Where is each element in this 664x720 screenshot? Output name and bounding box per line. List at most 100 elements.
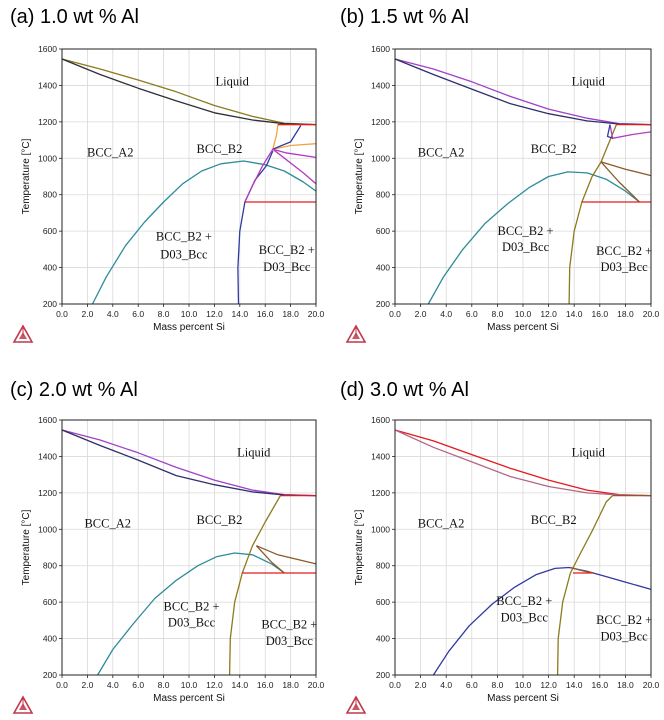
y-axis-label: Temperature [°C] xyxy=(21,509,32,585)
y-tick-label: 200 xyxy=(376,299,390,309)
logo-outer-triangle xyxy=(12,324,34,343)
phase-label: Liquid xyxy=(572,445,606,459)
panel-title-c: (c) 2.0 wt % Al xyxy=(10,379,138,401)
phase-label: BCC_B2 + xyxy=(596,244,652,258)
x-tick-label: 8.0 xyxy=(158,680,170,690)
phase-label: BCC_B2 xyxy=(531,513,577,527)
series-eutectoid-b xyxy=(600,161,640,203)
phase-label: Liquid xyxy=(237,445,271,459)
x-tick-label: 16.0 xyxy=(257,309,274,319)
series-solidus xyxy=(61,429,317,497)
phase-label: D03_Bcc xyxy=(501,610,549,624)
x-tick-label: 8.0 xyxy=(158,309,170,319)
phase-label: BCC_B2 + xyxy=(496,594,552,608)
x-tick-label: 18.0 xyxy=(617,309,634,319)
logo-outer-triangle xyxy=(345,695,367,714)
x-tick-label: 14.0 xyxy=(566,680,583,690)
x-tick-label: 10.0 xyxy=(515,309,532,319)
y-tick-label: 1000 xyxy=(371,153,390,163)
x-tick-label: 0.0 xyxy=(56,680,68,690)
phase-label: BCC_B2 + xyxy=(156,229,212,243)
x-tick-label: 20.0 xyxy=(308,680,325,690)
logo-outer-triangle xyxy=(345,324,367,343)
plot-d: 0.0 2.0 4.0 6.0 8.0 10.0 12.0 14.0 16.0 18.0 20.0 2… xyxy=(345,415,660,714)
x-tick-label: 12.0 xyxy=(540,680,557,690)
series-eutectoid-a xyxy=(272,148,317,185)
x-tick-label: 6.0 xyxy=(132,680,144,690)
y-tick-label: 1400 xyxy=(371,80,390,90)
x-tick-label: 10.0 xyxy=(181,680,198,690)
series-liquidus xyxy=(394,429,652,497)
panel-title-d: (d) 3.0 wt % Al xyxy=(340,379,469,401)
x-tick-label: 2.0 xyxy=(415,309,427,319)
series-eutectoid-b xyxy=(255,545,285,574)
x-tick-label: 14.0 xyxy=(566,309,583,319)
y-axis-label: Temperature [°C] xyxy=(21,138,32,214)
y-tick-label: 600 xyxy=(376,597,390,607)
series-liquidus xyxy=(394,58,652,126)
phase-label: BCC_B2 + xyxy=(261,618,317,632)
software-logo-icon xyxy=(345,695,367,714)
plot-frame xyxy=(394,48,652,305)
x-tick-label: 8.0 xyxy=(491,680,503,690)
plot-c: 0.0 2.0 4.0 6.0 8.0 10.0 12.0 14.0 16.0 18.0 20.0 2… xyxy=(12,415,325,714)
x-tick-label: 14.0 xyxy=(232,309,249,319)
series-liquidus xyxy=(61,58,317,126)
plot-frame xyxy=(61,48,317,305)
series-eutectoid-a xyxy=(600,161,652,177)
y-tick-label: 1600 xyxy=(38,44,57,54)
x-tick-label: 4.0 xyxy=(440,309,452,319)
y-tick-label: 400 xyxy=(43,263,57,273)
x-tick-label: 8.0 xyxy=(491,309,503,319)
x-tick-label: 20.0 xyxy=(643,680,660,690)
x-tick-label: 18.0 xyxy=(282,680,299,690)
phase-label: BCC_B2 + xyxy=(596,613,652,627)
x-tick-label: 16.0 xyxy=(592,309,609,319)
series-b2-a2-order xyxy=(432,566,652,676)
software-logo-icon xyxy=(12,324,34,343)
series-d03-boundary xyxy=(556,495,614,676)
phase-label: BCC_B2 xyxy=(197,142,243,156)
y-tick-label: 1400 xyxy=(38,451,57,461)
y-tick-label: 800 xyxy=(43,561,57,571)
y-tick-label: 1000 xyxy=(371,524,390,534)
series-b2-a2-order xyxy=(427,171,640,305)
y-tick-label: 800 xyxy=(376,190,390,200)
y-tick-label: 1600 xyxy=(38,415,57,425)
x-tick-label: 10.0 xyxy=(181,309,198,319)
series-d03-upper xyxy=(244,148,317,203)
x-tick-label: 12.0 xyxy=(540,309,557,319)
phase-label: BCC_B2 + xyxy=(498,224,554,238)
y-tick-label: 200 xyxy=(376,670,390,680)
y-tick-label: 600 xyxy=(43,226,57,236)
series-solidus xyxy=(394,58,652,126)
y-tick-label: 600 xyxy=(43,597,57,607)
series-eutectoid-a xyxy=(256,545,317,565)
phase-label: Liquid xyxy=(572,74,606,88)
y-tick-label: 1600 xyxy=(371,44,390,54)
x-tick-label: 16.0 xyxy=(257,680,274,690)
x-axis-label: Mass percent Si xyxy=(487,322,559,333)
x-axis-label: Mass percent Si xyxy=(153,322,225,333)
x-tick-label: 0.0 xyxy=(389,680,401,690)
phase-label: Liquid xyxy=(216,74,250,88)
series-eutectic-c xyxy=(272,125,302,150)
series-b2-a2-order xyxy=(91,160,317,305)
x-tick-label: 4.0 xyxy=(107,680,119,690)
y-tick-label: 200 xyxy=(43,299,57,309)
x-axis-label: Mass percent Si xyxy=(153,693,225,704)
x-tick-label: 6.0 xyxy=(132,309,144,319)
x-tick-label: 4.0 xyxy=(107,309,119,319)
x-tick-label: 2.0 xyxy=(81,309,93,319)
y-tick-label: 1000 xyxy=(38,524,57,534)
y-axis-label: Temperature [°C] xyxy=(354,509,365,585)
phase-label: BCC_A2 xyxy=(84,516,131,530)
panel-title-a: (a) 1.0 wt % Al xyxy=(10,6,139,28)
phase-label: BCC_B2 xyxy=(197,513,243,527)
x-tick-label: 2.0 xyxy=(415,680,427,690)
phase-label: D03_Bcc xyxy=(168,616,216,630)
phase-label: BCC_A2 xyxy=(87,145,134,159)
y-tick-label: 1400 xyxy=(38,80,57,90)
x-tick-label: 18.0 xyxy=(617,680,634,690)
